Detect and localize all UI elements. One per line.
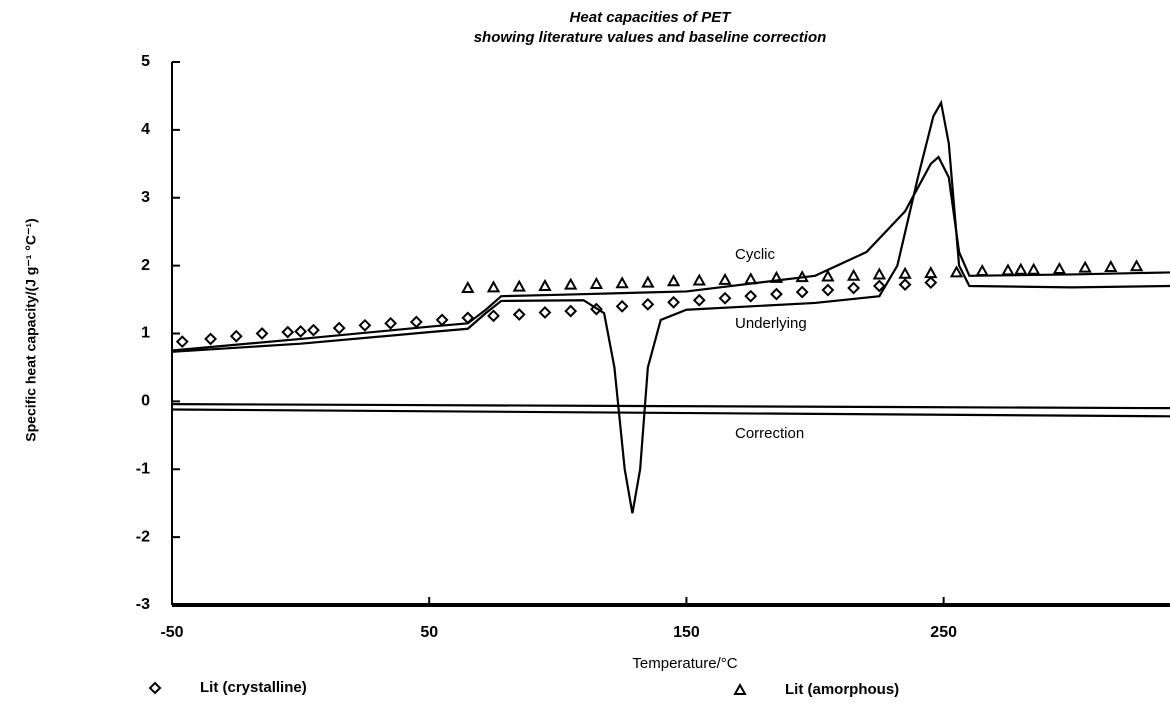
y-tick-label: -2	[136, 528, 150, 545]
data-point	[255, 327, 269, 340]
data-point	[872, 267, 887, 280]
data-point	[924, 276, 938, 290]
y-tick-label: 1	[141, 325, 150, 342]
data-point	[512, 308, 526, 321]
data-point	[795, 285, 809, 299]
y-tick-label: 3	[141, 189, 150, 206]
y-axis-label: Specific heat capacity/(J g⁻¹ °C⁻¹)	[23, 218, 39, 441]
data-point	[847, 281, 861, 295]
data-point	[512, 279, 526, 292]
data-point	[204, 332, 217, 346]
data-point	[770, 287, 783, 301]
data-point	[615, 276, 629, 289]
data-point	[409, 315, 423, 329]
data-point	[744, 272, 758, 285]
data-point	[538, 306, 552, 319]
data-point	[641, 275, 655, 288]
line	[171, 99, 1170, 514]
data-point	[1129, 259, 1144, 272]
y-tick-label: 0	[141, 393, 150, 410]
data-point	[358, 318, 372, 332]
data-point	[307, 323, 320, 337]
legend-marker	[148, 681, 162, 695]
data-point	[846, 268, 861, 281]
data-point	[692, 293, 706, 307]
y-tick-label: -1	[136, 460, 150, 477]
y-tick-label: 2	[141, 257, 150, 274]
data-point	[641, 297, 655, 311]
data-point	[1104, 259, 1118, 272]
data-point	[564, 304, 578, 318]
data-point	[821, 269, 835, 282]
x-axis-label: Temperature/°C	[632, 655, 737, 672]
data-point	[872, 279, 886, 293]
data-point	[718, 272, 732, 285]
data-point	[538, 278, 552, 291]
data-point	[898, 266, 912, 279]
data-point	[487, 309, 500, 323]
x-tick-label: -50	[160, 624, 183, 641]
data-point	[898, 278, 912, 292]
data-point	[769, 270, 784, 283]
data-point	[589, 276, 604, 289]
data-point	[949, 265, 964, 278]
data-point	[666, 274, 681, 287]
data-point	[1001, 263, 1015, 276]
x-tick-label: 250	[930, 624, 957, 641]
chart-title: Heat capacities of PET	[570, 9, 733, 26]
annotation: Correction	[735, 425, 804, 442]
x-tick-label: 150	[673, 624, 700, 641]
legend-marker	[733, 682, 747, 695]
data-point	[384, 316, 398, 330]
annotation: Cyclic	[735, 246, 775, 263]
data-point	[332, 321, 346, 335]
data-point	[486, 280, 501, 293]
line	[171, 402, 1170, 410]
data-point	[821, 283, 835, 297]
data-point	[175, 335, 189, 349]
data-point	[281, 325, 295, 339]
data-point	[229, 329, 243, 343]
x-tick-label: 50	[420, 624, 438, 641]
y-tick-label: 5	[141, 53, 150, 70]
legend-label: Lit (crystalline)	[200, 679, 307, 696]
data-point	[975, 263, 989, 277]
data-point	[461, 280, 475, 294]
data-point	[924, 266, 938, 279]
data-point	[294, 325, 308, 338]
data-point	[435, 313, 449, 327]
y-tick-label: 4	[141, 121, 150, 138]
chart-subtitle: showing literature values and baseline c…	[474, 29, 827, 46]
data-point	[692, 273, 706, 286]
line	[171, 408, 1170, 418]
annotation: Underlying	[735, 315, 807, 332]
data-point	[615, 299, 629, 313]
legend-label: Lit (amorphous)	[785, 681, 899, 698]
data-point	[563, 277, 578, 290]
y-tick-label: -3	[136, 596, 150, 613]
data-point	[1052, 261, 1067, 275]
data-point	[1026, 262, 1041, 275]
data-point	[1078, 260, 1092, 273]
data-point	[744, 289, 758, 303]
line	[171, 155, 1170, 352]
data-point	[718, 291, 732, 305]
data-point	[667, 295, 680, 309]
data-point	[1014, 262, 1028, 275]
